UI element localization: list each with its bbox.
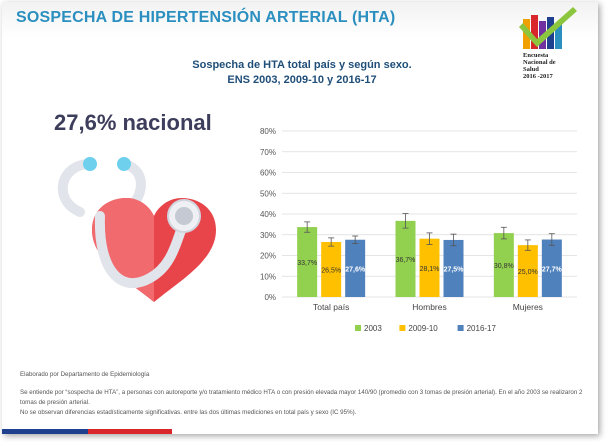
legend-label: 2003: [364, 324, 382, 333]
footer-note-2: No se observan diferencias estadísticame…: [20, 409, 357, 416]
y-tick-label: 10%: [260, 272, 276, 281]
x-tick-label: Total país: [313, 302, 349, 312]
data-label: 28,1%: [420, 266, 440, 273]
y-tick-label: 20%: [260, 252, 276, 261]
footer-source: Elaborado por Departamento de Epidemiolo…: [20, 371, 150, 378]
footer-note-1: Se entiende por “sospecha de HTA”, a per…: [20, 389, 583, 406]
legend-label: 2016-17: [467, 324, 497, 333]
chart-title-line2: ENS 2003, 2009-10 y 2016-17: [227, 74, 377, 86]
data-label: 36,7%: [396, 257, 416, 264]
y-tick-label: 50%: [260, 189, 276, 198]
legend-swatch: [355, 325, 361, 331]
bar: [443, 239, 464, 297]
footer-bar-red: [88, 429, 172, 434]
legend-swatch: [399, 325, 406, 331]
heart-stethoscope-icon: [57, 157, 216, 302]
legend-swatch: [457, 325, 464, 331]
legend-label: 2009-10: [408, 324, 438, 333]
y-tick-label: 70%: [260, 148, 276, 157]
bar: [321, 242, 342, 297]
bar-chart: 0% 10% 20% 30% 40% 50% 60% 70% 80% 33,7% 26,5% 27,6…: [260, 127, 577, 333]
data-label: 33,7%: [297, 260, 317, 267]
header-band: [2, 2, 598, 38]
bar: [395, 220, 416, 297]
footer: Elaborado por Departamento de Epidemiolo…: [20, 370, 590, 418]
y-tick-label: 80%: [260, 127, 276, 136]
logo-text: Encuesta Nacional de Salud 2016 -2017: [523, 52, 556, 80]
page-title: SOSPECHA DE HIPERTENSIÓN ARTERIAL (HTA): [16, 9, 396, 26]
y-tick-label: 30%: [260, 231, 276, 240]
data-label: 30,8%: [494, 263, 514, 270]
data-label: 27,7%: [542, 266, 563, 273]
data-label: 27,5%: [444, 266, 465, 273]
chart-title: Sospecha de HTA total país y según sexo.…: [152, 58, 452, 88]
kpi-national: 27,6% nacional: [54, 110, 212, 135]
y-tick-label: 60%: [260, 169, 276, 178]
data-label: 27,6%: [345, 266, 366, 273]
bar: [345, 239, 366, 297]
bar: [419, 238, 440, 297]
x-tick-label: Mujeres: [513, 302, 543, 312]
bar: [493, 233, 514, 297]
slide: SOSPECHA DE HIPERTENSIÓN ARTERIAL (HTA) …: [2, 2, 598, 434]
chart-title-line1: Sospecha de HTA total país y según sexo.: [192, 59, 412, 71]
x-tick-label: Hombres: [412, 302, 446, 312]
bar: [541, 239, 562, 297]
y-tick-label: 0%: [264, 293, 276, 302]
ens-logo-icon: [519, 7, 577, 49]
data-label: 26,5%: [321, 268, 341, 275]
bar: [297, 227, 318, 297]
y-tick-label: 40%: [260, 210, 276, 219]
footer-bar-blue: [2, 429, 88, 434]
bar: [517, 245, 538, 297]
data-label: 25,0%: [518, 269, 538, 276]
